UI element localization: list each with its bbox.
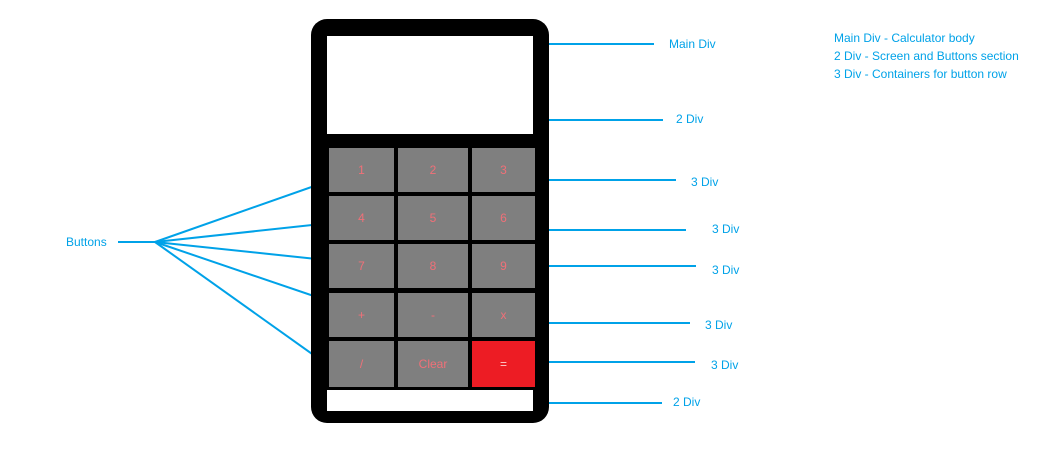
button-1[interactable]: 1: [329, 148, 394, 192]
button-5[interactable]: 5: [398, 196, 468, 240]
row3-div-label: 3 Div: [712, 263, 740, 277]
button-4[interactable]: 4: [329, 196, 394, 240]
buttons-pointer-1: [154, 176, 341, 243]
calculator-screen: [327, 36, 533, 134]
screen-div-label: 2 Div: [676, 112, 704, 126]
button-plus[interactable]: +: [329, 293, 394, 337]
legend: Main Div - Calculator body 2 Div - Scree…: [834, 29, 1024, 83]
main-div-label: Main Div: [669, 37, 716, 51]
row1-div-label: 3 Div: [691, 175, 719, 189]
button-7[interactable]: 7: [329, 244, 394, 288]
row5-div-label: 3 Div: [711, 358, 739, 372]
button-multiply[interactable]: x: [472, 293, 535, 337]
calculator-body: 1 2 3 4 5 6 7 8 9 + - x / Clear =: [311, 19, 549, 423]
bottom-div-label: 2 Div: [673, 395, 701, 409]
button-3[interactable]: 3: [472, 148, 535, 192]
button-8[interactable]: 8: [398, 244, 468, 288]
row4-div-label: 3 Div: [705, 318, 733, 332]
bottom-section: [327, 390, 533, 411]
button-divide[interactable]: /: [329, 341, 394, 387]
buttons-pointer-5: [154, 241, 337, 372]
button-equals[interactable]: =: [472, 341, 535, 387]
button-6[interactable]: 6: [472, 196, 535, 240]
legend-main-div: Main Div - Calculator body: [834, 31, 975, 45]
row2-div-label: 3 Div: [712, 222, 740, 236]
button-clear[interactable]: Clear: [398, 341, 468, 387]
button-2[interactable]: 2: [398, 148, 468, 192]
legend-3-div: 3 Div - Containers for button row: [834, 67, 1007, 81]
buttons-label: Buttons: [66, 235, 107, 249]
button-minus[interactable]: -: [398, 293, 468, 337]
buttons-pointer-2: [154, 221, 341, 243]
legend-2-div: 2 Div - Screen and Buttons section: [834, 49, 1019, 63]
button-9[interactable]: 9: [472, 244, 535, 288]
